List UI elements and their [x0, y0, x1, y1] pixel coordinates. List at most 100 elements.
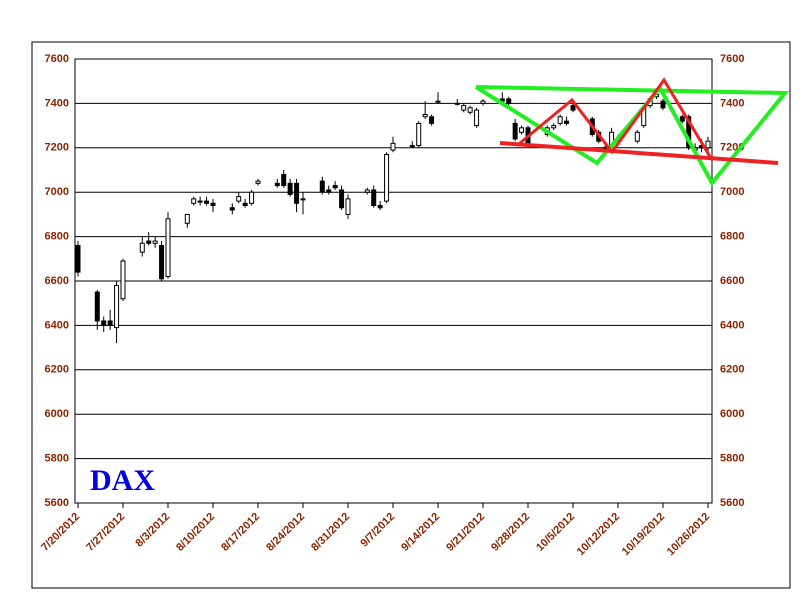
candle-body — [570, 105, 576, 111]
y-tick-label: 6400 — [45, 319, 69, 331]
x-tick-label: 10/12/2012 — [575, 511, 622, 558]
y2-tick-label: 7600 — [720, 53, 744, 65]
candle-body — [429, 116, 435, 124]
candle-body — [474, 109, 480, 127]
x-tick-label: 8/17/2012 — [219, 511, 262, 554]
x-tick-label: 7/27/2012 — [84, 511, 127, 554]
x-tick-label: 8/31/2012 — [309, 511, 352, 554]
candle-body — [519, 127, 525, 133]
candle-body — [101, 320, 107, 326]
candle-body — [114, 284, 120, 329]
y2-tick-label: 6000 — [720, 408, 744, 420]
candle-body — [204, 200, 210, 204]
candle-body — [287, 182, 293, 195]
candle-body — [506, 98, 512, 104]
x-tick-label: 8/10/2012 — [174, 511, 217, 554]
y-tick-label: 6600 — [45, 275, 69, 287]
candle-body — [94, 291, 100, 322]
candle-body — [551, 125, 557, 129]
candle-body — [159, 244, 165, 280]
chart-frame — [31, 41, 791, 589]
x-tick-label: 9/7/2012 — [358, 511, 397, 550]
x-tick-label: 10/19/2012 — [620, 511, 667, 558]
chart-title: DAX — [90, 464, 155, 497]
candle-body — [461, 105, 467, 111]
candle-body — [255, 180, 261, 184]
y-tick-label: 7400 — [45, 97, 69, 109]
candle-body — [197, 200, 203, 203]
candle-body — [139, 242, 145, 253]
y2-tick-label: 7000 — [720, 186, 744, 198]
candle-body — [281, 173, 287, 187]
x-tick-label: 7/20/2012 — [39, 511, 82, 554]
candle-body — [454, 102, 460, 105]
x-tick-label: 8/3/2012 — [133, 511, 172, 550]
x-tick-label: 9/21/2012 — [444, 511, 487, 554]
candle-body — [300, 198, 306, 201]
candle-body — [249, 191, 255, 204]
x-tick-label: 10/26/2012 — [665, 511, 712, 558]
candle-body — [422, 114, 428, 118]
pattern-lines — [474, 77, 790, 187]
candle-body — [512, 122, 518, 140]
candle-body — [467, 107, 473, 113]
candle-body — [409, 145, 415, 148]
candle-body — [416, 122, 422, 147]
candle-body — [242, 202, 248, 207]
candle-body — [229, 207, 235, 211]
y2-tick-label: 6400 — [720, 319, 744, 331]
candle-body — [210, 202, 216, 207]
candle-body — [377, 205, 383, 209]
y2-tick-label: 6600 — [720, 275, 744, 287]
red-neckline — [499, 141, 779, 165]
candle-body — [679, 116, 685, 122]
candle-body — [686, 116, 692, 149]
candle-body — [75, 244, 81, 273]
y-tick-label: 7000 — [45, 186, 69, 198]
y2-tick-label: 5800 — [720, 453, 744, 465]
y2-tick-label: 7400 — [720, 97, 744, 109]
red-pattern — [519, 77, 714, 161]
y-tick-label: 5800 — [45, 453, 69, 465]
candle-body — [319, 180, 325, 193]
x-tick-label: 9/14/2012 — [399, 511, 442, 554]
candle-body — [390, 142, 396, 151]
y-tick-label: 6000 — [45, 408, 69, 420]
candle-body — [120, 260, 126, 300]
y-tick-label: 6200 — [45, 364, 69, 376]
candle-body — [371, 189, 377, 207]
y-tick-label: 5600 — [45, 497, 69, 509]
y-tick-label: 7200 — [45, 142, 69, 154]
x-tick-label: 10/5/2012 — [534, 511, 577, 554]
candle-body — [274, 182, 280, 187]
candle-body — [152, 240, 158, 244]
candle-body — [294, 182, 300, 204]
candle-body — [107, 320, 113, 326]
candle-body — [165, 218, 171, 278]
x-tick-label: 8/24/2012 — [264, 511, 307, 554]
candle-body — [480, 100, 486, 104]
candle-body — [705, 140, 711, 149]
candle-body — [146, 240, 152, 244]
y-tick-label: 7600 — [45, 53, 69, 65]
candle-body — [660, 100, 666, 109]
candle-body — [364, 189, 370, 193]
candle-body — [191, 198, 197, 204]
y2-tick-label: 6200 — [720, 364, 744, 376]
candle-body — [345, 198, 351, 215]
candle-body — [564, 120, 570, 124]
candle-body — [332, 185, 338, 189]
candle-body — [326, 189, 332, 193]
candle-body — [236, 196, 242, 202]
candle-body — [184, 213, 190, 224]
candle-body — [384, 153, 390, 202]
candle-body — [557, 116, 563, 124]
y2-tick-label: 5600 — [720, 497, 744, 509]
y-tick-label: 6800 — [45, 231, 69, 243]
candle-body — [634, 131, 640, 142]
candle-body — [435, 100, 441, 103]
x-tick-label: 9/28/2012 — [489, 511, 532, 554]
y2-tick-label: 6800 — [720, 231, 744, 243]
candle-body — [339, 189, 345, 209]
